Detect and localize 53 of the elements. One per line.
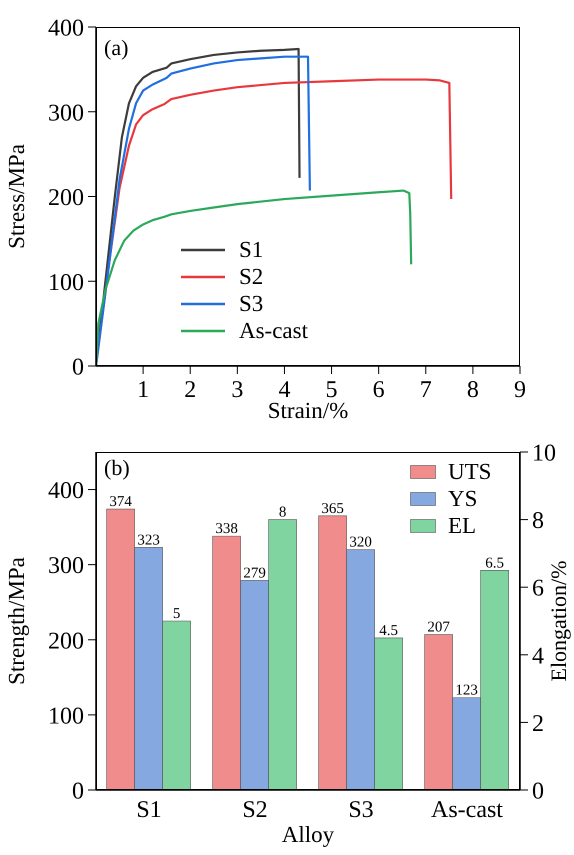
y2-tick-label: 10 bbox=[532, 440, 556, 467]
annotation: (a) bbox=[104, 35, 128, 60]
x-tick-label: 8 bbox=[466, 377, 479, 404]
y-tick-label: 400 bbox=[48, 478, 84, 504]
legend-label: YS bbox=[448, 485, 478, 512]
x-tick-label: 9 bbox=[514, 377, 526, 404]
y2-tick-label: 2 bbox=[532, 710, 544, 737]
x-tick-label: As-cast bbox=[431, 797, 504, 824]
legend-label: S1 bbox=[239, 236, 264, 263]
y2-tick-label: 0 bbox=[532, 778, 544, 805]
data-label: 5 bbox=[172, 606, 180, 622]
y-tick-label: 0 bbox=[72, 778, 84, 805]
y2-tick-label: 8 bbox=[532, 508, 544, 534]
data-label: 4.5 bbox=[379, 622, 398, 639]
data-label: 207 bbox=[427, 620, 450, 636]
y-tick-label: 400 bbox=[48, 16, 84, 42]
x-tick-label: 6 bbox=[372, 377, 385, 404]
x-tick-label: S3 bbox=[348, 797, 374, 824]
data-label: 338 bbox=[215, 521, 238, 538]
y-tick-label: 200 bbox=[48, 628, 84, 654]
x-tick-label: S1 bbox=[136, 797, 162, 824]
y-axis-title: Stress/MPa bbox=[4, 144, 30, 249]
data-label: 279 bbox=[243, 565, 266, 582]
y2-tick-label: 6 bbox=[532, 576, 544, 602]
y2-tick-label: 4 bbox=[532, 643, 544, 670]
legend-label: EL bbox=[448, 512, 476, 539]
y-tick-label: 300 bbox=[48, 100, 84, 126]
data-label: 323 bbox=[137, 532, 160, 548]
legend-label: S2 bbox=[239, 263, 264, 290]
y2-axis-title: Elongation/% bbox=[546, 560, 571, 682]
data-label: 123 bbox=[455, 682, 478, 699]
legend-label: As-cast bbox=[239, 317, 308, 344]
y-axis-title: Strength/MPa bbox=[4, 557, 30, 685]
y-tick-label: 100 bbox=[48, 703, 84, 730]
x-axis-title: Alloy bbox=[282, 822, 335, 847]
data-label: 374 bbox=[109, 494, 132, 510]
data-label: 6.5 bbox=[485, 555, 504, 572]
y-tick-label: 100 bbox=[48, 270, 84, 296]
y-tick-label: 0 bbox=[72, 354, 84, 381]
data-label: 320 bbox=[349, 534, 372, 551]
legend-label: UTS bbox=[448, 458, 492, 485]
legend-label: S3 bbox=[239, 290, 264, 317]
x-tick-label: 3 bbox=[231, 377, 244, 404]
x-tick-label: S2 bbox=[242, 797, 268, 824]
annotation: (b) bbox=[104, 455, 130, 480]
line-series bbox=[96, 189, 412, 366]
x-tick-label: 1 bbox=[137, 377, 150, 404]
data-label: 8 bbox=[278, 504, 286, 521]
y-tick-label: 300 bbox=[48, 553, 84, 580]
data-label: 365 bbox=[321, 500, 344, 517]
x-tick-label: 7 bbox=[420, 377, 432, 404]
y-tick-label: 200 bbox=[48, 185, 84, 212]
x-tick-label: 2 bbox=[184, 377, 196, 404]
